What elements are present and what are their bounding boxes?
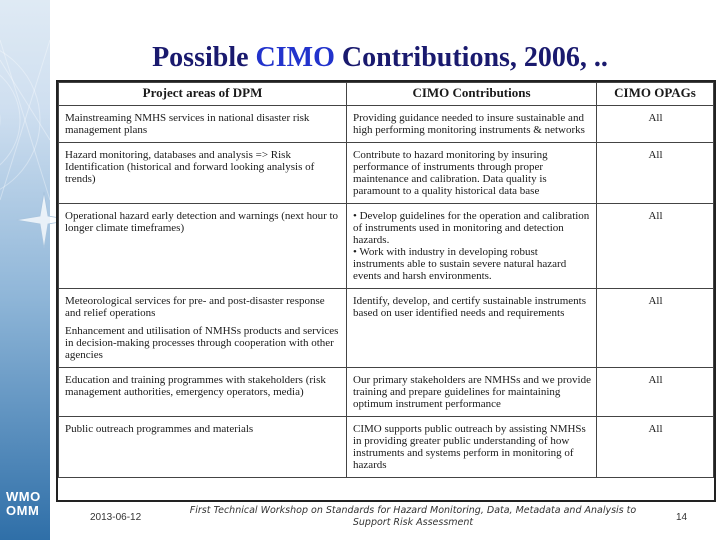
header-project-areas: Project areas of DPM xyxy=(58,82,347,106)
title-accent: CIMO xyxy=(255,42,335,73)
table-body: Mainstreaming NMHS services in national … xyxy=(58,105,714,478)
title-suffix: Contributions, 2006, .. xyxy=(334,42,608,73)
project-area-cell: Education and training programmes with s… xyxy=(58,367,347,417)
opags-cell: All xyxy=(596,142,714,204)
header-cimo-opags: CIMO OPAGs xyxy=(596,82,714,106)
table-row: Operational hazard early detection and w… xyxy=(58,203,714,289)
slide-title: Possible CIMO Contributions, 2006, .. xyxy=(60,42,700,74)
project-area-text: Public outreach programmes and materials xyxy=(65,423,254,435)
wmo-logo-line1: WMO xyxy=(6,489,41,504)
contribution-cell: CIMO supports public outreach by assisti… xyxy=(346,416,597,478)
project-area-text: Meteorological services for pre- and pos… xyxy=(65,295,325,319)
project-area-text: Mainstreaming NMHS services in national … xyxy=(65,112,310,136)
contribution-cell: • Develop guidelines for the operation a… xyxy=(346,203,597,289)
opags-cell: All xyxy=(596,416,714,478)
table-header-row: Project areas of DPM CIMO Contributions … xyxy=(58,82,714,106)
footer-date: 2013-06-12 xyxy=(90,512,142,523)
project-area-text: Education and training programmes with s… xyxy=(65,374,326,398)
table-row: Meteorological services for pre- and pos… xyxy=(58,288,714,368)
contributions-table-container: Project areas of DPM CIMO Contributions … xyxy=(56,80,716,502)
opags-cell: All xyxy=(596,203,714,289)
opags-cell: All xyxy=(596,367,714,417)
contribution-cell: Providing guidance needed to insure sust… xyxy=(346,105,597,143)
contribution-text: Contribute to hazard monitoring by insur… xyxy=(353,149,548,197)
table-row: Hazard monitoring, databases and analysi… xyxy=(58,142,714,204)
page-number: 14 xyxy=(676,512,688,523)
table-row: Mainstreaming NMHS services in national … xyxy=(58,105,714,143)
slide-sidebar: WMO OMM xyxy=(0,0,50,540)
table-row: Public outreach programmes and materials… xyxy=(58,416,714,478)
globe-grid-graphic xyxy=(0,39,50,201)
project-area-cell: Mainstreaming NMHS services in national … xyxy=(58,105,347,143)
contribution-text: Identify, develop, and certify sustainab… xyxy=(353,295,586,319)
project-area-text: Operational hazard early detection and w… xyxy=(65,210,339,234)
wmo-logo-line2: OMM xyxy=(6,503,40,518)
footer-workshop-title: First Technical Workshop on Standards fo… xyxy=(189,505,637,528)
contribution-text: • Work with industry in developing robus… xyxy=(353,246,567,282)
contribution-text: Providing guidance needed to insure sust… xyxy=(353,112,585,136)
opags-cell: All xyxy=(596,288,714,368)
project-area-cell: Operational hazard early detection and w… xyxy=(58,203,347,289)
contribution-cell: Identify, develop, and certify sustainab… xyxy=(346,288,597,368)
project-area-cell: Meteorological services for pre- and pos… xyxy=(58,288,347,368)
contribution-text: Our primary stakeholders are NMHSs and w… xyxy=(353,374,591,410)
project-area-text: Hazard monitoring, databases and analysi… xyxy=(65,149,315,185)
title-prefix: Possible xyxy=(152,42,256,73)
project-area-cell: Public outreach programmes and materials xyxy=(58,416,347,478)
wmo-logo: WMO OMM xyxy=(6,490,41,518)
contribution-cell: Our primary stakeholders are NMHSs and w… xyxy=(346,367,597,417)
contribution-text: CIMO supports public outreach by assisti… xyxy=(353,423,586,471)
project-area-cell: Hazard monitoring, databases and analysi… xyxy=(58,142,347,204)
project-area-text: Enhancement and utilisation of NMHSs pro… xyxy=(65,325,339,361)
contributions-table: Project areas of DPM CIMO Contributions … xyxy=(58,82,714,478)
opags-cell: All xyxy=(596,105,714,143)
contribution-cell: Contribute to hazard monitoring by insur… xyxy=(346,142,597,204)
table-row: Education and training programmes with s… xyxy=(58,367,714,417)
header-cimo-contributions: CIMO Contributions xyxy=(346,82,597,106)
contribution-text: • Develop guidelines for the operation a… xyxy=(353,210,590,246)
